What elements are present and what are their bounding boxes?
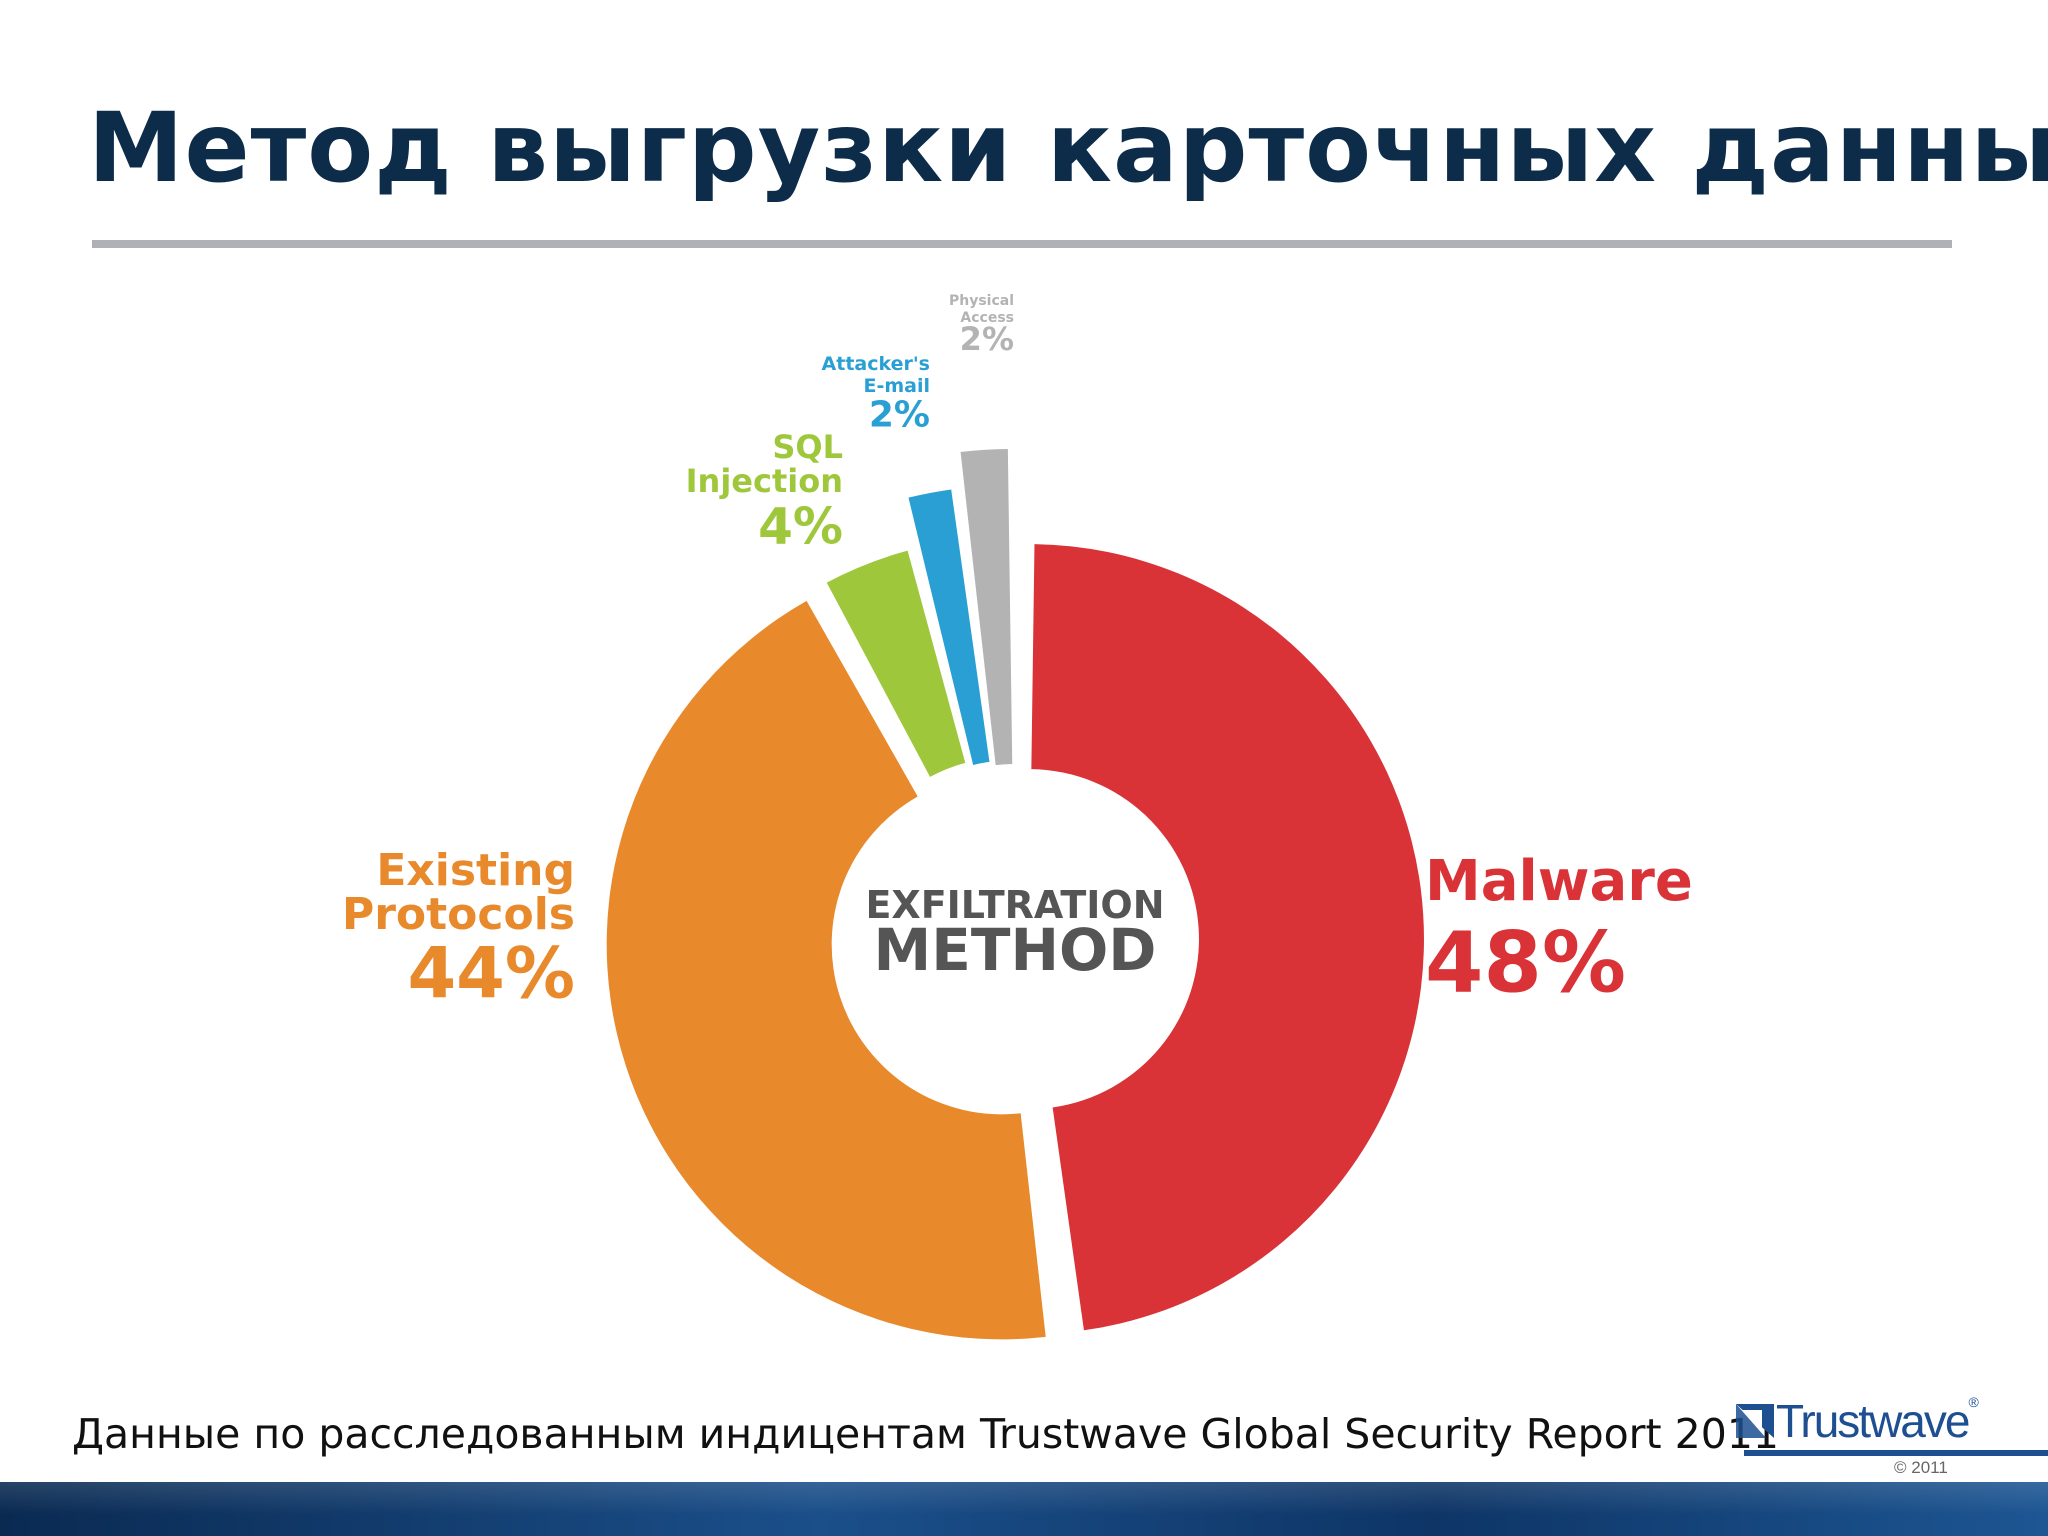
center-label-line-1: EXFILTRATION: [865, 883, 1164, 927]
label-attackers-email-line-2: E-mail: [863, 375, 930, 397]
slice-malware: [1031, 544, 1424, 1331]
logo-wordmark: Trustwave®: [1776, 1394, 1979, 1447]
label-existing-protocols-line-2: Protocols: [342, 889, 575, 940]
label-sql-injection-line-1: SQL: [772, 428, 843, 466]
label-existing-protocols-line-1: Existing: [376, 845, 575, 896]
label-sql-injection-line-2: Injection: [686, 462, 843, 500]
slice-physical-access: [960, 449, 1013, 766]
label-attackers-email-line-1: Attacker's: [822, 353, 930, 375]
label-physical-access-line-2: Access: [960, 310, 1014, 326]
value-malware: 48%: [1425, 913, 1626, 1011]
trustwave-mark-icon: [1736, 1404, 1774, 1438]
slice-sql-injection: [826, 550, 966, 777]
center-label-line-2: METHOD: [874, 916, 1157, 984]
page-title: Метод выгрузки карточных данных: [88, 92, 2048, 204]
donut-hole: [845, 770, 1185, 1110]
logo-copyright: © 2011: [1894, 1458, 1948, 1477]
logo-underline: [1744, 1450, 2048, 1456]
trustwave-logo: Trustwave® © 2011: [1736, 1394, 2048, 1486]
label-physical-access-line-1: Physical: [949, 293, 1014, 309]
footer-band: [0, 1482, 2048, 1536]
source-caption: Данные по расследованным индицентам Trus…: [72, 1410, 1779, 1458]
value-sql-injection: 4%: [758, 498, 843, 556]
value-physical-access: 2%: [960, 320, 1014, 358]
value-existing-protocols: 44%: [407, 933, 575, 1015]
label-malware-line-1: Malware: [1425, 849, 1693, 914]
title-divider: [92, 240, 1952, 248]
slice-existing-protocols: [606, 600, 1046, 1340]
slice-attackers-email: [908, 489, 990, 765]
value-attackers-email: 2%: [869, 395, 930, 436]
